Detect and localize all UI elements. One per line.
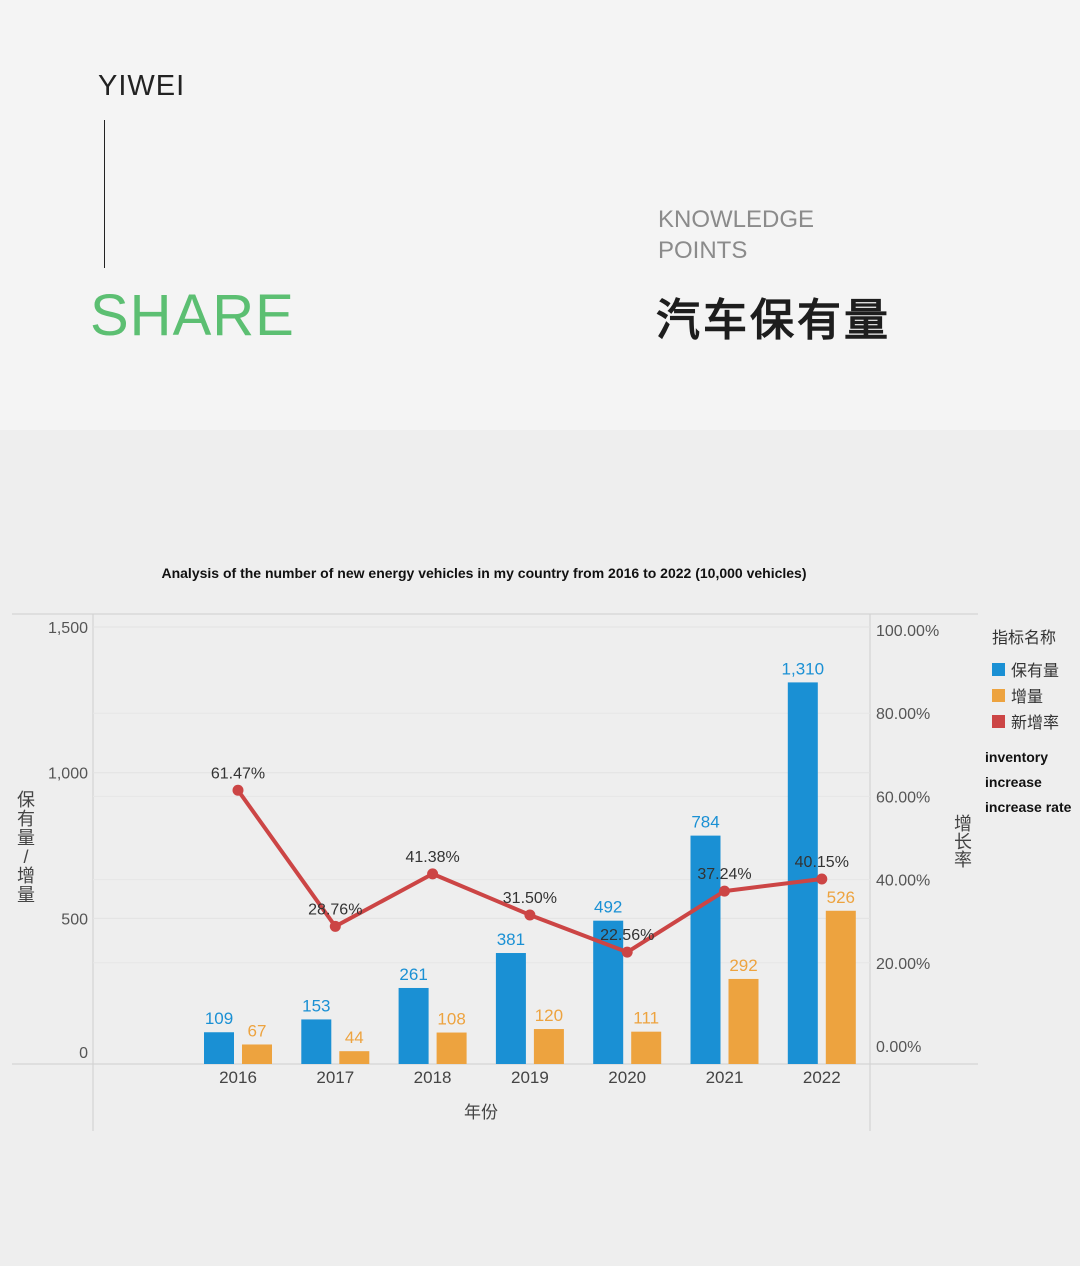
bar-increase [728, 978, 759, 1064]
bar-label-inventory: 109 [205, 1009, 233, 1028]
combo-chart: 1,500 1,000 500 0 100.00% 80.00% 60.00% 40.00% 2… [12, 613, 978, 1131]
rate-label: 61.47% [211, 765, 265, 782]
rate-label: 31.50% [503, 890, 557, 907]
bar-label-inventory: 784 [691, 813, 719, 832]
rate-label: 41.38% [405, 849, 459, 866]
y2-axis-title: 增长率 [954, 814, 972, 870]
x-tick-label: 2018 [414, 1068, 452, 1087]
brand-text: YIWEI [98, 70, 186, 102]
bar-label-inventory: 153 [302, 996, 330, 1015]
bar-increase [631, 1031, 662, 1064]
share-heading: SHARE [90, 283, 295, 348]
x-tick-label: 2016 [219, 1068, 257, 1087]
knowledge-points-label: KNOWLEDGE POINTS [658, 204, 858, 266]
legend-swatch-rate [992, 714, 1005, 728]
rate-label: 40.15% [795, 854, 849, 871]
y2-tick-label: 60.00% [876, 789, 930, 806]
bar-increase [825, 910, 856, 1064]
rate-point [232, 784, 244, 796]
bar-label-increase: 120 [535, 1006, 563, 1025]
annotation-increase-rate: increase rate [985, 799, 1072, 815]
legend-label-rate: 新增率 [1011, 715, 1060, 732]
header-panel: YIWEI SHARE KNOWLEDGE POINTS 汽车保有量 [0, 0, 1080, 430]
y-tick-label: 0 [79, 1045, 88, 1062]
bar-label-inventory: 492 [594, 898, 622, 917]
legend-item-increase: 增量 [992, 682, 1059, 708]
rate-point [524, 909, 536, 921]
x-tick-label: 2017 [316, 1068, 354, 1087]
bar-increase [339, 1051, 370, 1064]
rate-label: 28.76% [308, 901, 362, 918]
y2-tick-label: 100.00% [876, 623, 939, 640]
rate-point [427, 868, 439, 880]
bar-label-increase: 108 [437, 1010, 465, 1029]
knowledge-label: KNOWLEDGE [658, 206, 815, 233]
chart-title: Analysis of the number of new energy veh… [161, 565, 807, 581]
legend-item-rate: 新增率 [992, 708, 1059, 734]
x-tick-label: 2021 [706, 1068, 744, 1087]
x-axis-title: 年份 [464, 1103, 498, 1122]
rate-point [329, 920, 341, 932]
bar-increase [436, 1032, 467, 1064]
bar-inventory [398, 987, 429, 1064]
bar-label-increase: 44 [345, 1028, 364, 1047]
y2-tick-label: 80.00% [876, 706, 930, 723]
legend-title: 指标名称 [992, 630, 1057, 647]
bar-inventory [495, 953, 526, 1064]
bar-inventory [204, 1032, 234, 1064]
legend-swatch-increase [992, 688, 1005, 702]
bar-increase [242, 1044, 272, 1064]
bar-label-increase: 526 [827, 888, 855, 907]
divider-line [104, 120, 105, 268]
chart-panel [0, 430, 1080, 1266]
annotation-increase: increase [985, 774, 1042, 790]
bar-label-inventory: 261 [399, 965, 427, 984]
bar-inventory [301, 1019, 332, 1064]
y2-tick-label: 0.00% [876, 1039, 921, 1056]
rate-point [816, 873, 828, 885]
rate-label: 37.24% [697, 866, 751, 883]
legend-label-increase: 增量 [1011, 689, 1044, 706]
y-tick-label: 1,000 [48, 766, 88, 783]
legend-label-inventory: 保有量 [1011, 663, 1060, 680]
y-tick-label: 500 [61, 911, 88, 928]
y-axis-title: 保有量/增量 [17, 790, 35, 905]
topic-title: 汽车保有量 [656, 296, 891, 345]
points-label: POINTS [658, 237, 748, 264]
x-tick-label: 2020 [608, 1068, 646, 1087]
bar-label-inventory: 1,310 [782, 659, 825, 678]
x-tick-label: 2022 [803, 1068, 841, 1087]
rate-point [621, 946, 633, 958]
y2-tick-label: 40.00% [876, 873, 930, 890]
bar-label-increase: 111 [633, 1009, 659, 1028]
y-tick-label: 1,500 [48, 620, 88, 637]
legend: 指标名称 保有量 增量 新增率 [992, 624, 1059, 734]
rate-label: 22.56% [600, 927, 654, 944]
rate-point [719, 885, 730, 897]
bar-inventory [787, 682, 818, 1064]
bar-label-increase: 292 [729, 956, 757, 975]
y2-tick-label: 20.00% [876, 956, 930, 973]
english-annotation: inventory increase increase rate [985, 745, 1071, 820]
annotation-inventory: inventory [985, 749, 1049, 765]
bar-label-inventory: 381 [497, 930, 525, 949]
legend-item-inventory: 保有量 [992, 656, 1059, 682]
legend-swatch-inventory [992, 662, 1005, 676]
x-tick-label: 2019 [511, 1068, 549, 1087]
bar-increase [533, 1029, 564, 1064]
bar-label-increase: 67 [248, 1021, 267, 1040]
bar-inventory [690, 835, 721, 1064]
